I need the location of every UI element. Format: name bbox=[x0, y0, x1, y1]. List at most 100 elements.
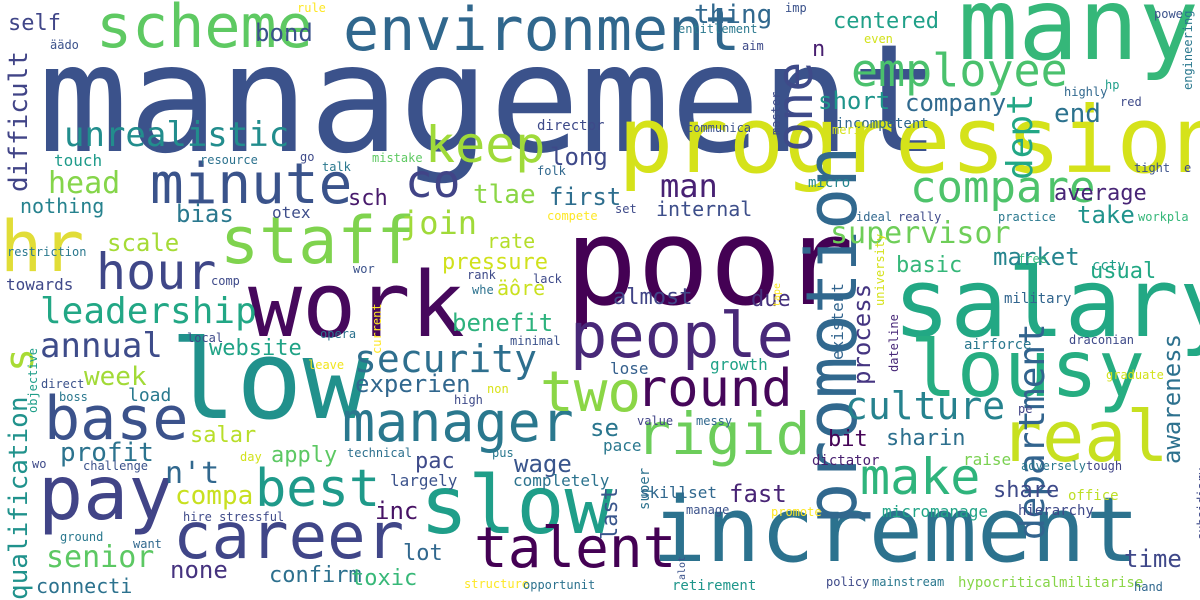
word-126: adversely bbox=[1021, 459, 1087, 474]
word-93: bit bbox=[828, 426, 868, 452]
word-39: leadership bbox=[40, 291, 257, 333]
word-85: apply bbox=[271, 442, 338, 468]
word-31: compare bbox=[910, 161, 1096, 213]
word-62: long bbox=[550, 142, 608, 171]
word-50: profit bbox=[60, 437, 154, 468]
word-103: towards bbox=[6, 275, 74, 295]
word-15: people bbox=[570, 298, 794, 372]
word-183: e bbox=[1184, 161, 1192, 176]
word-10: slow bbox=[420, 459, 613, 552]
word-2: many bbox=[958, 0, 1199, 83]
word-96: lot bbox=[403, 540, 443, 566]
word-59: centered bbox=[833, 8, 939, 34]
word-0: management bbox=[38, 12, 942, 187]
word-161: alot bbox=[677, 555, 688, 580]
word-192: highly bbox=[1064, 85, 1108, 100]
word-30: keep bbox=[425, 115, 546, 174]
word-91: sharin bbox=[886, 425, 966, 451]
word-56: bond bbox=[255, 18, 313, 47]
word-99: toxic bbox=[351, 565, 418, 591]
word-37: dept bbox=[1000, 93, 1041, 180]
word-9: pay bbox=[38, 449, 174, 538]
word-45: process bbox=[848, 283, 876, 385]
word-79: nothing bbox=[20, 194, 105, 218]
word-83: load bbox=[128, 385, 172, 407]
word-109: incompetent bbox=[836, 116, 929, 133]
word-191: hp bbox=[1105, 78, 1120, 93]
word-110: micro bbox=[808, 175, 851, 192]
word-60: n bbox=[812, 36, 826, 62]
word-104: largely bbox=[390, 471, 458, 491]
word-150: local bbox=[187, 331, 224, 346]
word-184: communica bbox=[686, 121, 752, 136]
word-71: tlae bbox=[473, 179, 536, 210]
word-159: structure bbox=[464, 577, 530, 592]
word-115: raise bbox=[963, 450, 1012, 470]
word-95: compa bbox=[175, 480, 254, 511]
word-143: messy bbox=[696, 414, 733, 429]
word-147: leave bbox=[308, 358, 345, 373]
word-154: wo bbox=[32, 457, 47, 472]
word-151: direct bbox=[41, 377, 85, 392]
word-80: bias bbox=[176, 199, 234, 228]
word-38: unrealistic bbox=[64, 115, 290, 156]
word-194: powe bbox=[1154, 7, 1183, 22]
word-158: connecti bbox=[36, 574, 133, 598]
word-122: retirement bbox=[672, 578, 757, 595]
word-128: hypocritical bbox=[958, 575, 1060, 592]
word-167: mistake bbox=[372, 151, 423, 166]
word-87: wage bbox=[514, 449, 572, 478]
word-196: rule bbox=[297, 1, 326, 16]
word-186: merit bbox=[832, 123, 869, 138]
word-46: awareness bbox=[1158, 333, 1186, 464]
word-57: self bbox=[8, 10, 61, 36]
word-105: completely bbox=[513, 471, 610, 491]
word-48: senior bbox=[46, 539, 155, 575]
word-195: engineering bbox=[1181, 10, 1195, 90]
word-47: head bbox=[48, 165, 121, 201]
word-162: promote bbox=[771, 505, 822, 520]
word-152: boss bbox=[59, 390, 88, 405]
word-81: website bbox=[209, 335, 302, 361]
word-14: career bbox=[173, 499, 405, 574]
word-163: restriction bbox=[7, 245, 87, 260]
word-171: comp bbox=[211, 274, 240, 289]
word-181: workpla bbox=[1138, 210, 1189, 225]
word-70: sch bbox=[348, 185, 388, 211]
word-67: market bbox=[993, 242, 1080, 271]
word-193: red bbox=[1120, 95, 1142, 110]
word-25: round bbox=[636, 359, 793, 420]
word-13: environment bbox=[343, 0, 741, 65]
word-178: ideal bbox=[856, 210, 893, 225]
word-43: qualification bbox=[4, 396, 34, 600]
word-182: tight bbox=[1134, 161, 1171, 176]
word-148: current bbox=[370, 303, 384, 354]
word-140: technical bbox=[347, 446, 413, 461]
word-6: salary bbox=[893, 249, 1200, 360]
word-44: supervisor bbox=[830, 215, 1011, 251]
word-20: talent bbox=[474, 516, 677, 582]
word-145: non bbox=[487, 382, 509, 397]
word-98: confirm bbox=[269, 562, 362, 588]
word-187: aim bbox=[742, 39, 764, 54]
word-197: äädo bbox=[50, 38, 79, 53]
word-4: increment bbox=[652, 477, 1140, 583]
word-5: low bbox=[170, 315, 369, 444]
word-55: end bbox=[1054, 98, 1101, 129]
word-116: dictator bbox=[812, 453, 880, 470]
word-144: high bbox=[454, 393, 483, 408]
word-149: opera bbox=[320, 327, 357, 342]
word-137: subsidiary bbox=[1195, 467, 1200, 540]
word-132: hand bbox=[1134, 580, 1163, 595]
word-24: best bbox=[255, 459, 381, 520]
word-64: internal bbox=[656, 197, 753, 221]
word-53: company bbox=[905, 88, 1007, 117]
word-173: rank bbox=[467, 268, 496, 283]
word-61: man bbox=[660, 167, 718, 206]
word-66: take bbox=[1077, 200, 1135, 229]
word-164: resource bbox=[200, 153, 258, 168]
word-51: experien bbox=[355, 369, 471, 398]
word-119: skillset bbox=[640, 483, 718, 503]
word-124: office bbox=[1068, 488, 1119, 505]
